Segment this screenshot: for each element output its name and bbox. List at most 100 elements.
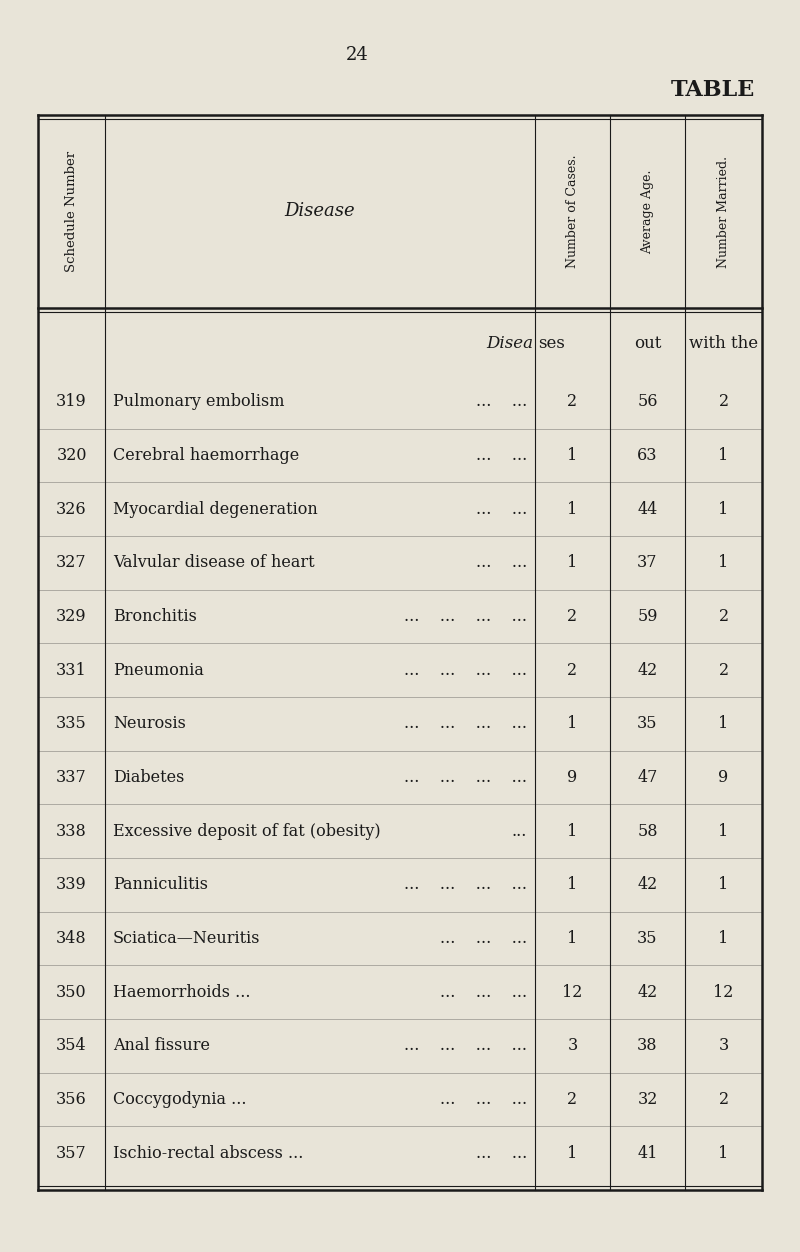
Text: 3: 3 <box>567 1038 578 1054</box>
Text: Panniculitis: Panniculitis <box>113 876 208 894</box>
Text: out: out <box>634 336 661 352</box>
Text: 1: 1 <box>567 555 578 571</box>
Text: 319: 319 <box>56 393 87 411</box>
Text: ...: ... <box>512 823 527 840</box>
Text: 2: 2 <box>718 1090 729 1108</box>
Text: 1: 1 <box>718 447 729 464</box>
Text: ...    ...    ...    ...: ... ... ... ... <box>404 608 527 625</box>
Text: Coccygodynia ...: Coccygodynia ... <box>113 1090 246 1108</box>
Text: ...    ...    ...    ...: ... ... ... ... <box>404 661 527 679</box>
Text: 337: 337 <box>56 769 87 786</box>
Text: ...    ...: ... ... <box>476 555 527 571</box>
Text: ...    ...: ... ... <box>476 1144 527 1162</box>
Text: ses: ses <box>538 336 565 352</box>
Text: 37: 37 <box>638 555 658 571</box>
Text: 1: 1 <box>718 930 729 947</box>
Text: 1: 1 <box>567 447 578 464</box>
Text: 356: 356 <box>56 1090 87 1108</box>
Text: ...    ...    ...: ... ... ... <box>440 930 527 947</box>
Text: 1: 1 <box>718 715 729 732</box>
Text: ...    ...: ... ... <box>476 447 527 464</box>
Text: Bronchitis: Bronchitis <box>113 608 197 625</box>
Text: 12: 12 <box>562 984 582 1000</box>
Text: Ischio-rectal abscess ...: Ischio-rectal abscess ... <box>113 1144 303 1162</box>
Text: 35: 35 <box>638 930 658 947</box>
Text: 3: 3 <box>718 1038 729 1054</box>
Text: 2: 2 <box>567 393 578 411</box>
Text: 326: 326 <box>56 501 87 517</box>
Text: 24: 24 <box>346 46 368 64</box>
Text: 42: 42 <box>638 984 658 1000</box>
Text: 331: 331 <box>56 661 87 679</box>
Text: 335: 335 <box>56 715 87 732</box>
Text: 350: 350 <box>56 984 87 1000</box>
Text: ...    ...    ...: ... ... ... <box>440 984 527 1000</box>
Text: 12: 12 <box>714 984 734 1000</box>
Text: 44: 44 <box>638 501 658 517</box>
Text: 320: 320 <box>56 447 86 464</box>
Text: 329: 329 <box>56 608 87 625</box>
Text: Myocardial degeneration: Myocardial degeneration <box>113 501 318 517</box>
Text: 9: 9 <box>567 769 578 786</box>
Text: 59: 59 <box>638 608 658 625</box>
Text: Schedule Number: Schedule Number <box>65 151 78 272</box>
Text: Disea: Disea <box>486 336 533 352</box>
Text: 1: 1 <box>567 501 578 517</box>
Text: 2: 2 <box>718 608 729 625</box>
Text: 58: 58 <box>638 823 658 840</box>
Text: 357: 357 <box>56 1144 87 1162</box>
Text: 32: 32 <box>638 1090 658 1108</box>
Text: Neurosis: Neurosis <box>113 715 186 732</box>
Text: 1: 1 <box>567 876 578 894</box>
Text: ...    ...: ... ... <box>476 501 527 517</box>
Text: 2: 2 <box>567 661 578 679</box>
Text: 41: 41 <box>638 1144 658 1162</box>
Text: 56: 56 <box>638 393 658 411</box>
Text: 47: 47 <box>638 769 658 786</box>
Text: 327: 327 <box>56 555 87 571</box>
Text: 1: 1 <box>567 930 578 947</box>
Text: Diabetes: Diabetes <box>113 769 184 786</box>
Text: ...    ...: ... ... <box>476 393 527 411</box>
Text: Valvular disease of heart: Valvular disease of heart <box>113 555 314 571</box>
Text: 9: 9 <box>718 769 729 786</box>
Text: 2: 2 <box>718 661 729 679</box>
Text: ...    ...    ...    ...: ... ... ... ... <box>404 715 527 732</box>
Text: Disease: Disease <box>285 203 355 220</box>
Text: 35: 35 <box>638 715 658 732</box>
Text: 348: 348 <box>56 930 87 947</box>
Text: Excessive deposit of fat (obesity): Excessive deposit of fat (obesity) <box>113 823 381 840</box>
Text: 2: 2 <box>718 393 729 411</box>
Text: ...    ...    ...    ...: ... ... ... ... <box>404 876 527 894</box>
Text: 339: 339 <box>56 876 87 894</box>
Text: 63: 63 <box>638 447 658 464</box>
Text: Pneumonia: Pneumonia <box>113 661 204 679</box>
Text: Haemorrhoids ...: Haemorrhoids ... <box>113 984 250 1000</box>
Text: Number Married.: Number Married. <box>717 155 730 268</box>
Text: Cerebral haemorrhage: Cerebral haemorrhage <box>113 447 299 464</box>
Text: 42: 42 <box>638 661 658 679</box>
Text: ...    ...    ...    ...: ... ... ... ... <box>404 1038 527 1054</box>
Text: 42: 42 <box>638 876 658 894</box>
Text: TABLE: TABLE <box>670 79 755 101</box>
Text: 1: 1 <box>567 715 578 732</box>
Text: 354: 354 <box>56 1038 87 1054</box>
Text: 1: 1 <box>718 823 729 840</box>
Text: 2: 2 <box>567 608 578 625</box>
Text: ...    ...    ...    ...: ... ... ... ... <box>404 769 527 786</box>
Text: Anal fissure: Anal fissure <box>113 1038 210 1054</box>
Text: Number of Cases.: Number of Cases. <box>566 155 579 268</box>
Text: 1: 1 <box>718 876 729 894</box>
Text: 2: 2 <box>567 1090 578 1108</box>
Text: Average Age.: Average Age. <box>641 169 654 254</box>
Text: 1: 1 <box>567 1144 578 1162</box>
Text: with the: with the <box>689 336 758 352</box>
Text: 1: 1 <box>718 555 729 571</box>
Text: 1: 1 <box>718 1144 729 1162</box>
Text: Sciatica—Neuritis: Sciatica—Neuritis <box>113 930 261 947</box>
Text: Pulmonary embolism: Pulmonary embolism <box>113 393 285 411</box>
Text: 1: 1 <box>567 823 578 840</box>
Text: 1: 1 <box>718 501 729 517</box>
Text: ...    ...    ...: ... ... ... <box>440 1090 527 1108</box>
Text: 38: 38 <box>638 1038 658 1054</box>
